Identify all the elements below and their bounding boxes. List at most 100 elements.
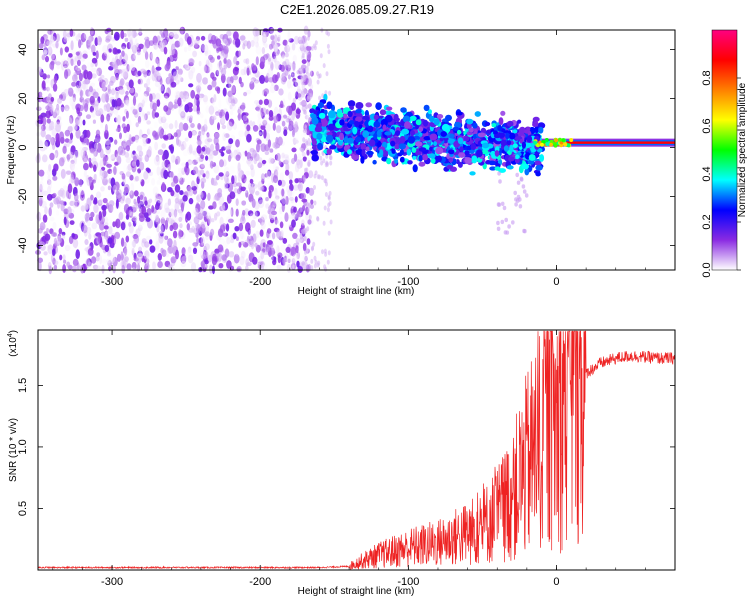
spectrogram-cell xyxy=(323,264,327,270)
spectrogram-cell xyxy=(86,62,92,70)
spectrogram-cell xyxy=(92,119,96,124)
spectrogram-cell xyxy=(204,50,209,56)
spectrogram-cell xyxy=(137,250,143,258)
spectrogram-cell xyxy=(52,222,57,230)
spectrogram-cell xyxy=(38,169,45,177)
spectrogram-cell xyxy=(320,175,324,181)
spectrogram-cell xyxy=(163,46,168,55)
spectrogram-cell xyxy=(213,195,217,201)
spectrogram-cell xyxy=(265,75,269,82)
spectrogram-cell xyxy=(435,155,443,163)
spectrogram-cell xyxy=(292,137,297,145)
spectrogram-cell xyxy=(290,246,297,257)
spectrogram-cell xyxy=(75,249,80,260)
spectrogram-cell xyxy=(131,136,136,142)
spectrogram-cell xyxy=(40,129,46,138)
spectrogram-cell xyxy=(440,131,448,137)
spectrogram-cell xyxy=(125,197,131,205)
spectrogram-cell xyxy=(197,123,202,130)
spectrogram-cell xyxy=(123,133,130,141)
spectrogram-cell xyxy=(324,192,328,197)
spectrogram-cell xyxy=(524,193,529,198)
spectrogram-cell xyxy=(71,233,75,238)
spectrogram-cell xyxy=(265,109,269,115)
spectrogram-cell xyxy=(272,122,276,131)
spectrogram-cell xyxy=(401,128,410,135)
spectrogram-cell xyxy=(198,237,204,244)
spectrogram-cell xyxy=(399,149,404,156)
spectrogram-cell xyxy=(235,198,239,206)
spectrogram-cell xyxy=(184,166,188,173)
spectrogram-cell xyxy=(226,30,232,37)
spectrogram-cell xyxy=(226,236,231,245)
spectrogram-cell xyxy=(208,153,213,163)
spectrogram-cell xyxy=(51,248,56,256)
spectrogram-cell xyxy=(64,46,70,53)
spectrogram-cell xyxy=(208,54,214,61)
spectrogram-cell xyxy=(200,35,206,41)
spectrogram-cell xyxy=(208,66,213,73)
spectrogram-cell xyxy=(283,129,288,137)
spectrogram-cell xyxy=(172,104,179,109)
spectrogram-cell xyxy=(233,31,239,41)
spectrogram-cell xyxy=(137,51,141,56)
spectrogram-cell xyxy=(235,139,240,148)
spectrogram-cell xyxy=(111,57,116,65)
spectrogram-cell xyxy=(106,259,110,268)
spectrogram-cell xyxy=(71,97,76,106)
spectrogram-cell xyxy=(192,247,198,254)
spectrogram-cell xyxy=(86,220,91,227)
spectrogram-cell xyxy=(63,37,69,43)
spectrogram-cell xyxy=(125,214,130,220)
spectrogram-cell xyxy=(72,258,79,266)
spectrogram-cell xyxy=(264,150,270,156)
spectrogram-cell xyxy=(56,235,62,244)
spectrogram-cell xyxy=(328,201,332,206)
spectrogram-cell xyxy=(268,189,272,199)
spectrogram-cell xyxy=(504,217,509,223)
spectrogram-cell xyxy=(50,137,54,146)
spectrogram-cell xyxy=(496,220,500,226)
spectrogram-cell xyxy=(71,101,76,111)
spectrogram-cell xyxy=(324,178,328,184)
spectrogram-cell xyxy=(250,40,255,47)
spectrogram-cell xyxy=(53,260,59,266)
spectrogram-cell xyxy=(169,171,174,178)
spectrogram-cell xyxy=(121,264,125,274)
spectrogram-cell xyxy=(296,251,300,260)
spectrogram-cell xyxy=(107,260,113,267)
spectrogram-cell xyxy=(327,49,331,55)
spectrogram-cell xyxy=(115,198,119,209)
spectrogram-cell xyxy=(260,56,266,66)
spectrogram-cell xyxy=(163,169,169,180)
spectrogram-cell xyxy=(319,53,323,59)
spectrogram-cell xyxy=(201,43,207,52)
spectrogram-cell xyxy=(95,191,102,199)
spectrogram-cell xyxy=(278,88,284,96)
spectrogram-cell xyxy=(180,27,184,35)
spectrogram-cell xyxy=(115,190,120,196)
spectrogram-cell xyxy=(291,130,295,138)
spectrogram-cell xyxy=(59,47,63,56)
spectrogram-cell xyxy=(49,35,56,43)
spectrogram-cell xyxy=(217,244,224,253)
spectrogram-cell xyxy=(244,188,248,194)
spectrogram-cell xyxy=(312,241,316,247)
spectrogram-cell xyxy=(300,192,306,200)
spectrogram-cell xyxy=(63,259,67,264)
spectrogram-cell xyxy=(125,97,130,107)
spectrogram-cell xyxy=(96,178,101,183)
spectrogram-cell xyxy=(275,136,279,145)
spectrogram-cell xyxy=(155,66,162,71)
spectrogram-cell xyxy=(302,137,306,143)
spectrogram-cell xyxy=(306,96,310,101)
spectrogram-cell xyxy=(521,163,529,170)
spectrogram-cell xyxy=(362,130,370,138)
snr-panel: -300 -200 -100 0 0.51.01.5 Height of straig… xyxy=(7,329,676,597)
spectrogram-cell xyxy=(375,102,382,110)
spectrogram-cell xyxy=(133,53,138,60)
spectrogram-cell xyxy=(241,102,246,112)
spectrogram-cell xyxy=(306,149,310,156)
spectrogram-cell xyxy=(129,211,134,217)
spectrogram-cell xyxy=(84,202,88,209)
